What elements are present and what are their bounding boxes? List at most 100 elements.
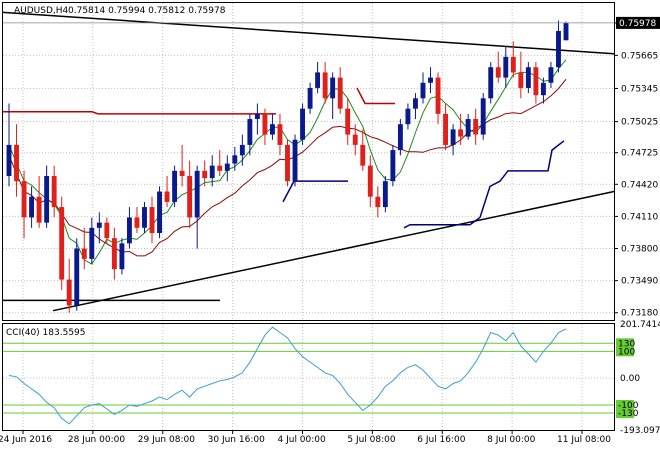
upper-trendline xyxy=(2,11,615,55)
candle-body xyxy=(397,124,403,151)
candle-body xyxy=(134,217,140,228)
cci-tick-label: -130 xyxy=(618,409,639,419)
candle-body xyxy=(44,176,50,223)
candle-body xyxy=(119,243,125,270)
candle-body xyxy=(202,170,208,179)
candle-body xyxy=(443,113,449,145)
cci-line xyxy=(8,326,567,425)
cci-tick-label: 100 xyxy=(618,347,635,357)
candle-body xyxy=(194,170,200,218)
cci-tick-label: -100 xyxy=(618,401,639,411)
x-tick-label: 29 Jun 08:00 xyxy=(138,435,195,445)
candle-body xyxy=(307,87,313,109)
candle-body xyxy=(518,72,524,88)
candle-body xyxy=(300,108,306,140)
candle-body xyxy=(81,248,87,259)
candle-body xyxy=(209,165,215,179)
candle-body xyxy=(337,77,343,109)
main-grid xyxy=(3,3,614,320)
cci-level-box xyxy=(616,408,634,419)
candle-body xyxy=(405,108,411,125)
cci-tick-label: 201.7414 xyxy=(620,320,660,330)
candle-body xyxy=(187,176,193,218)
axis-layer: 0.75665 0.75345 0.75025 0.74725 0.74420 0.741… xyxy=(0,16,660,445)
y-tick-label: 0.74110 xyxy=(621,212,658,222)
cci-title: CCI(40) 183.5595 xyxy=(6,328,86,338)
candle-body xyxy=(322,72,328,99)
candle-body xyxy=(66,279,72,306)
cci-level-box xyxy=(616,346,634,357)
ma-green-line xyxy=(8,59,567,265)
x-tick-label: 4 Jul 00:00 xyxy=(278,435,327,445)
candle-body xyxy=(503,56,509,78)
candle-body xyxy=(458,129,464,137)
candle-body xyxy=(525,67,531,88)
candle-body xyxy=(126,217,132,244)
candle-body xyxy=(540,82,546,96)
candle-body xyxy=(480,98,486,135)
y-tick-label: 0.73800 xyxy=(621,245,658,255)
candle-body xyxy=(473,119,479,135)
candle-body xyxy=(217,165,223,171)
x-tick-label: 30 Jun 16:00 xyxy=(208,435,265,445)
cci-level-box xyxy=(616,338,634,349)
x-tick-label: 6 Jul 16:00 xyxy=(417,435,466,445)
candle-body xyxy=(450,129,456,145)
y-tick-label: 0.75025 xyxy=(621,118,658,128)
candle-body xyxy=(224,163,230,171)
y-tick-label: 0.75665 xyxy=(621,51,658,61)
x-tick-label: 24 Jun 2016 xyxy=(0,435,52,445)
candle-body xyxy=(254,113,260,120)
candle-body xyxy=(352,134,358,145)
lower-trendline xyxy=(52,190,615,312)
candle-body xyxy=(292,139,298,182)
y-tick-label: 0.74420 xyxy=(621,180,658,190)
cci-tick-label: 0.00 xyxy=(620,374,640,384)
candle-body xyxy=(104,222,110,239)
candle-body xyxy=(142,207,147,228)
candle-body xyxy=(556,30,561,68)
candle-body xyxy=(59,207,65,280)
candle-body xyxy=(420,82,426,99)
candle-body xyxy=(51,176,57,208)
candle-body xyxy=(285,144,290,182)
y-tick-label: 0.75345 xyxy=(621,84,658,94)
candle-body xyxy=(111,238,117,270)
last-price-box xyxy=(616,16,660,29)
candle-body xyxy=(21,181,27,218)
candle-body xyxy=(164,191,170,202)
candle-body xyxy=(269,124,275,135)
candle-body xyxy=(435,77,441,114)
candle-body xyxy=(315,72,321,88)
candle-body xyxy=(548,67,554,83)
candle-body xyxy=(232,155,238,164)
candle-body xyxy=(345,108,351,135)
candle-body xyxy=(533,67,539,96)
cci-tick-label: 130 xyxy=(618,339,635,349)
x-tick-label: 11 Jul 08:00 xyxy=(557,435,611,445)
blue-level-line xyxy=(403,140,565,229)
candle-body xyxy=(247,119,253,145)
candle-body xyxy=(179,170,185,177)
candle-body xyxy=(14,144,19,182)
y-tick-label: 0.73490 xyxy=(621,277,658,287)
candle-body xyxy=(29,196,35,218)
candle-body xyxy=(74,248,80,306)
main-pane-frame xyxy=(2,2,615,321)
candle-body xyxy=(413,98,418,109)
candle-body xyxy=(428,77,433,83)
chart-symbol: AUDUSD,H4 xyxy=(14,6,69,16)
candle-body xyxy=(510,56,516,73)
candle-body xyxy=(367,165,373,197)
y-tick-label: 0.73180 xyxy=(621,309,658,319)
candle-body xyxy=(277,124,283,145)
cci-tick-label: -193.0971 xyxy=(620,426,660,436)
red-level-line xyxy=(356,87,395,105)
candle-body xyxy=(382,181,388,208)
cci-pane-frame xyxy=(2,323,615,431)
chart-ohlc: 0.75814 0.75994 0.75812 0.75978 xyxy=(68,6,226,16)
x-tick-label: 28 Jun 00:00 xyxy=(68,435,125,445)
cci-grid xyxy=(3,324,614,430)
